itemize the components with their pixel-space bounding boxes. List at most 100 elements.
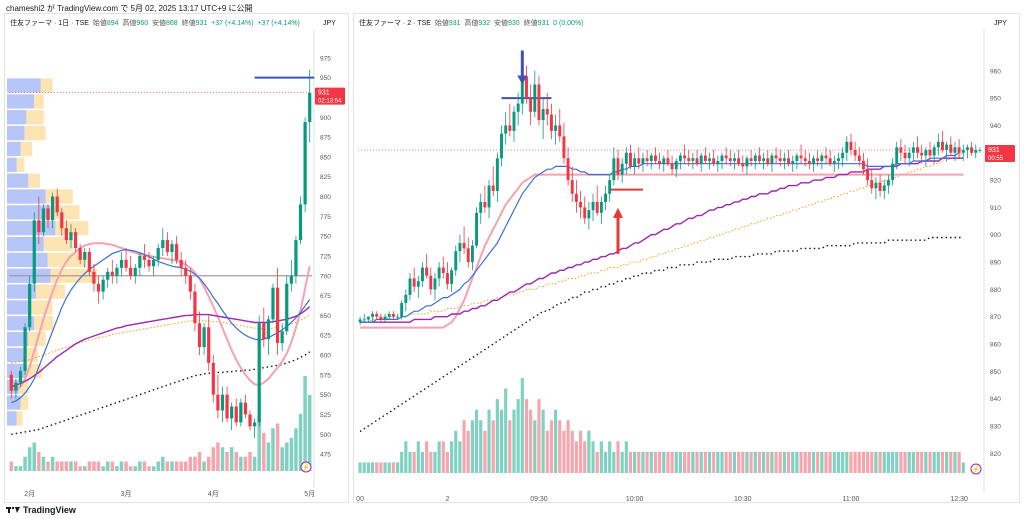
volume-bar [641, 451, 645, 473]
time-tick-label: 4月 [208, 490, 219, 498]
candle-body [845, 141, 849, 153]
candle-body [874, 182, 878, 189]
candle-body [741, 163, 745, 167]
volume-profile-sell-bar [20, 395, 29, 410]
price-tick-label: 860 [990, 342, 1001, 349]
candle-body [608, 180, 612, 194]
volume-bar [358, 462, 362, 473]
volume-profile-buy-bar [7, 300, 32, 315]
intraday-chart-panel[interactable]: 住友ファーマ · 2 · TSE 始値931 高値932 安値930 終値931… [353, 13, 1020, 503]
candle-body [841, 152, 845, 159]
volume-profile-sell-bar [26, 110, 44, 125]
candle-body [924, 150, 928, 156]
volume-bar [570, 430, 574, 473]
price-tick-label: 820 [990, 451, 1001, 458]
volume-bar [266, 442, 271, 471]
candle-body [949, 144, 953, 153]
volume-bar [298, 414, 303, 471]
price-tick-label: 950 [320, 75, 331, 82]
volume-bar [728, 451, 732, 473]
candle-body [101, 279, 105, 292]
volume-bar [450, 441, 454, 473]
volume-bar [37, 452, 41, 471]
candle-body [886, 180, 890, 186]
volume-bar [370, 462, 375, 473]
volume-bar [101, 466, 105, 471]
price-tick-label: 830 [990, 424, 1001, 431]
candle-body [491, 185, 495, 192]
candle-body [812, 158, 815, 164]
volume-bar [658, 451, 662, 473]
volume-bar [412, 451, 416, 473]
volume-bar [866, 451, 870, 473]
volume-bar [653, 451, 658, 473]
volume-bar [216, 442, 220, 471]
volume-bar [637, 451, 641, 473]
candle-body [487, 185, 491, 208]
volume-profile-buy-bar [7, 411, 17, 426]
volume-bar [499, 409, 504, 473]
volume-bar [420, 451, 425, 473]
intraday-currency-label: JPY [994, 20, 1007, 27]
volume-profile-sell-bar [34, 94, 44, 109]
candle-body [55, 196, 59, 213]
candle-body [599, 201, 603, 213]
volume-bar [770, 451, 774, 473]
candle-body [230, 406, 234, 419]
volume-bar [285, 442, 289, 471]
volume-bar [537, 399, 541, 473]
volume-bar [83, 466, 87, 471]
volume-bar [9, 461, 14, 471]
volume-bar [520, 378, 524, 473]
volume-bar [271, 428, 275, 471]
volume-bar [529, 409, 533, 473]
volume-bar [841, 451, 845, 473]
candle-body [257, 323, 261, 423]
candle-body [791, 160, 795, 164]
candle-body [458, 242, 462, 252]
candle-body [475, 212, 479, 246]
candle-body [895, 147, 899, 164]
volume-bar [591, 441, 595, 473]
time-tick-label: 10:00 [626, 496, 644, 502]
candle-body [674, 160, 678, 170]
candle-body [978, 150, 982, 151]
candle-body [549, 114, 553, 131]
volume-bar [383, 462, 387, 473]
volume-bar [795, 451, 799, 473]
volume-bar [562, 430, 566, 473]
volume-bar [156, 461, 160, 471]
price-badge-value: 931 [988, 147, 1000, 154]
candle-body [466, 248, 470, 263]
volume-bar [678, 451, 682, 473]
candle-body [64, 228, 68, 241]
candle-body [591, 201, 595, 211]
daily-chart-panel[interactable]: 住友ファーマ · 1日 · TSE 始値894 高値960 安値868 終値93… [4, 13, 349, 503]
volume-bar [890, 451, 895, 473]
candle-body [225, 394, 229, 419]
volume-bar [757, 451, 762, 473]
volume-profile-sell-bar [34, 316, 54, 331]
volume-bar [391, 462, 395, 473]
price-tick-label: 675 [320, 293, 331, 300]
volume-bar [73, 461, 78, 471]
time-tick-label: 12:30 [950, 496, 968, 502]
candle-body [404, 294, 408, 304]
candle-body [866, 169, 870, 181]
volume-bar [695, 451, 699, 473]
candle-body [795, 155, 799, 161]
volume-bar [14, 466, 18, 471]
volume-bar [687, 451, 691, 473]
volume-bar [620, 451, 624, 473]
candle-body [234, 406, 238, 423]
intraday-candlestick-chart[interactable]: 8208308408508608708808909009109209309409… [354, 14, 1019, 502]
price-tick-label: 875 [320, 135, 331, 142]
price-tick-label: 600 [320, 353, 331, 360]
candle-body [649, 155, 653, 161]
volume-bar [202, 461, 206, 471]
volume-bar [516, 399, 520, 473]
volume-bar [437, 441, 441, 473]
daily-candlestick-chart[interactable]: 475 500 525 550 575 600 625 650 675 700 725 750 775 8… [5, 14, 348, 502]
candle-body [375, 313, 379, 317]
candle-body [28, 283, 32, 328]
